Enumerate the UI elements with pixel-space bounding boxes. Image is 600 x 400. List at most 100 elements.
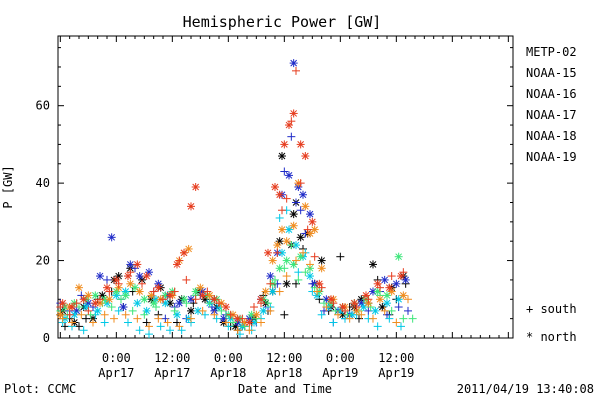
- north-marker: [187, 202, 195, 211]
- north-marker: [70, 310, 79, 319]
- south-marker: [282, 194, 291, 203]
- north-marker: [175, 299, 184, 308]
- x-tick-date-label: Apr18: [210, 366, 246, 380]
- north-marker: [306, 210, 314, 219]
- south-marker: [145, 322, 153, 331]
- south-marker: [408, 314, 417, 323]
- south-marker: [82, 314, 90, 323]
- north-marker: [289, 210, 298, 219]
- south-marker: [114, 306, 123, 315]
- north-marker: [93, 306, 102, 315]
- north-marker: [135, 287, 144, 296]
- south-marker: [273, 248, 282, 257]
- south-marker: [250, 303, 258, 312]
- north-marker: [394, 252, 403, 261]
- north-marker: [222, 303, 230, 312]
- legend-entry: NOAA-17: [526, 108, 577, 122]
- north-marker: [296, 233, 305, 242]
- south-marker: [317, 310, 326, 319]
- south-marker: [175, 322, 184, 331]
- north-marker: [315, 279, 324, 288]
- south-marker: [303, 225, 312, 234]
- north-marker: [56, 310, 65, 319]
- north-marker: [187, 306, 195, 315]
- north-marker: [112, 275, 121, 284]
- north-marker: [126, 260, 135, 269]
- timestamp: 2011/04/19 13:40:08: [457, 382, 594, 396]
- north-marker: [397, 272, 405, 281]
- south-marker: [107, 303, 116, 312]
- south-marker: [280, 167, 289, 176]
- north-marker: [114, 272, 123, 281]
- north-marker: [268, 287, 277, 296]
- marker-legend-south: + south: [526, 302, 577, 316]
- south-marker: [117, 295, 125, 304]
- north-marker: [271, 183, 279, 191]
- north-marker: [289, 59, 298, 68]
- north-marker: [380, 275, 389, 284]
- legend-entry: NOAA-18: [526, 129, 577, 143]
- x-tick-date-label: Apr18: [266, 366, 302, 380]
- south-marker: [296, 179, 305, 188]
- south-marker: [217, 306, 226, 315]
- north-marker: [96, 272, 104, 281]
- south-marker: [294, 268, 303, 277]
- north-marker: [383, 299, 391, 308]
- y-tick-label: 20: [36, 254, 50, 268]
- x-tick-date-label: Apr17: [98, 366, 134, 380]
- south-marker: [103, 275, 111, 284]
- north-marker: [399, 291, 408, 300]
- south-marker: [397, 322, 405, 331]
- north-marker: [394, 295, 403, 304]
- north-marker: [149, 299, 158, 308]
- north-marker: [338, 303, 347, 312]
- north-marker: [282, 237, 291, 246]
- south-marker: [280, 310, 289, 319]
- south-marker: [222, 318, 230, 327]
- data-points: [56, 59, 417, 339]
- south-marker: [345, 314, 354, 323]
- south-marker: [65, 310, 74, 319]
- north-marker: [282, 256, 291, 265]
- south-marker: [266, 306, 275, 315]
- south-marker: [191, 295, 200, 304]
- marker-legend-north: * north: [526, 330, 577, 344]
- north-marker: [275, 264, 284, 273]
- y-tick-label: 0: [43, 331, 50, 345]
- x-tick-time-label: 12:00: [154, 351, 190, 365]
- north-marker: [392, 279, 401, 288]
- south-marker: [89, 318, 97, 327]
- south-marker: [394, 303, 403, 312]
- south-marker: [334, 310, 342, 319]
- south-marker: [385, 314, 394, 323]
- south-marker: [306, 260, 314, 269]
- north-marker: [306, 272, 314, 281]
- south-marker: [84, 306, 93, 315]
- north-marker: [194, 306, 202, 315]
- south-marker: [163, 318, 172, 327]
- south-marker: [292, 198, 300, 207]
- south-marker: [121, 310, 130, 319]
- y-axis-label: P [GW]: [1, 165, 15, 208]
- south-marker: [275, 287, 284, 296]
- north-marker: [233, 314, 242, 323]
- north-marker: [278, 152, 286, 161]
- south-marker: [380, 306, 389, 315]
- north-marker: [119, 303, 128, 312]
- north-marker: [103, 283, 111, 292]
- south-marker: [266, 279, 275, 288]
- x-tick-date-label: Apr17: [154, 366, 190, 380]
- north-marker: [376, 295, 384, 304]
- south-marker: [310, 252, 319, 261]
- legend: METP-02 NOAA-15 NOAA-16 NOAA-17 NOAA-18 NOAA-…: [526, 45, 577, 344]
- south-marker: [205, 299, 214, 308]
- north-marker: [296, 140, 305, 149]
- south-marker: [75, 322, 83, 331]
- plot-area-frame: [57, 35, 514, 339]
- south-marker: [182, 275, 191, 284]
- south-marker: [292, 256, 300, 265]
- north-marker: [210, 295, 219, 304]
- north-marker: [245, 318, 254, 327]
- south-marker: [166, 326, 174, 335]
